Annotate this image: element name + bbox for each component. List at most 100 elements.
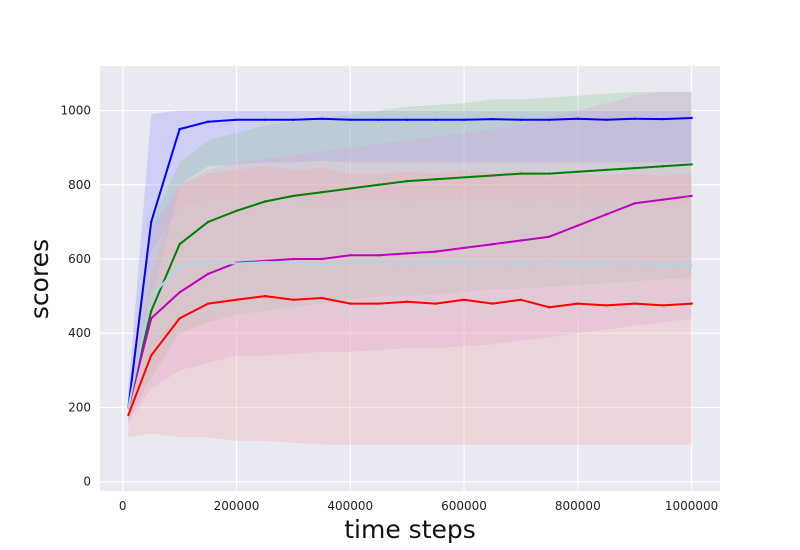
data-point: [127, 406, 130, 409]
data-point: [605, 213, 608, 216]
confidence-band-0: [128, 110, 692, 426]
y-tick-label: 800: [68, 178, 91, 192]
data-point: [349, 302, 352, 305]
data-point: [349, 254, 352, 257]
data-point: [661, 165, 665, 168]
data-point: [519, 118, 523, 122]
data-point: [633, 166, 636, 170]
data-point: [434, 302, 437, 305]
confidence-band-2: [128, 92, 692, 423]
data-point: [206, 120, 210, 123]
data-point: [661, 117, 665, 121]
data-point: [661, 263, 665, 266]
data-point: [661, 198, 665, 201]
data-point: [178, 127, 181, 131]
data-point: [605, 304, 608, 307]
data-point: [491, 302, 494, 305]
data-point: [178, 291, 181, 294]
data-point: [178, 317, 181, 320]
data-point: [320, 257, 323, 261]
x-tick-label: 1000000: [665, 499, 718, 513]
y-tick-label: 600: [68, 252, 91, 266]
x-tick-label: 400000: [327, 499, 373, 513]
data-point: [292, 261, 295, 264]
data-point: [434, 118, 437, 122]
data-point: [462, 246, 466, 250]
data-point: [292, 194, 295, 198]
data-point: [605, 168, 608, 172]
data-point: [406, 262, 409, 265]
data-point: [235, 118, 238, 122]
x-tick-label: 0: [119, 499, 127, 513]
data-point: [235, 209, 238, 212]
data-point: [519, 239, 523, 242]
data-point: [320, 117, 323, 120]
data-point: [434, 260, 437, 264]
data-point: [150, 317, 153, 320]
confidence-band-3: [128, 197, 692, 423]
y-tick-label: 400: [68, 326, 91, 340]
y-axis-ticks: 0 200 400 600 800 1000: [60, 104, 91, 489]
data-point: [206, 272, 210, 276]
data-point: [150, 309, 153, 313]
data-point: [263, 118, 267, 122]
data-point: [491, 117, 494, 121]
y-tick-label: 200: [68, 400, 91, 414]
data-point: [548, 261, 551, 264]
x-axis-ticks: 0 200000 400000 600000 800000 1000000: [119, 499, 718, 513]
data-point: [519, 172, 523, 175]
data-point: [235, 262, 238, 265]
data-point: [462, 261, 466, 264]
data-point: [320, 191, 323, 194]
data-point: [519, 262, 523, 265]
data-point: [377, 302, 380, 305]
confidence-bands: [128, 92, 692, 445]
data-point: [178, 265, 181, 268]
x-tick-label: 800000: [555, 499, 601, 513]
data-point: [349, 187, 352, 190]
data-point: [548, 235, 551, 238]
data-point: [377, 261, 380, 264]
x-tick-label: 200000: [214, 499, 260, 513]
data-point: [377, 183, 380, 186]
data-point: [633, 202, 636, 205]
data-point: [576, 263, 579, 266]
data-point: [576, 302, 579, 305]
data-point: [377, 254, 380, 257]
data-point: [661, 304, 665, 307]
data-point: [206, 220, 210, 224]
data-point: [690, 163, 693, 166]
data-point: [462, 176, 466, 179]
data-point: [690, 194, 693, 198]
data-point: [548, 172, 551, 175]
data-point: [434, 178, 437, 181]
data-point: [178, 243, 181, 246]
data-point: [491, 243, 494, 246]
data-point: [548, 118, 551, 122]
data-point: [576, 224, 579, 227]
data-point: [349, 261, 352, 264]
y-axis-label: scores: [25, 239, 54, 319]
data-point: [206, 261, 210, 264]
data-point: [406, 118, 409, 122]
data-point: [320, 296, 323, 300]
data-point: [548, 306, 551, 309]
y-tick-label: 0: [83, 475, 91, 489]
data-point: [462, 298, 466, 301]
data-point: [605, 118, 608, 122]
data-point: [263, 260, 267, 264]
data-point: [150, 294, 153, 298]
y-tick-label: 1000: [60, 104, 91, 118]
data-point: [462, 118, 466, 122]
data-point: [349, 118, 352, 122]
data-point: [633, 261, 636, 264]
data-point: [690, 116, 693, 120]
plot-area: [100, 66, 720, 491]
data-point: [519, 298, 523, 301]
data-point: [576, 117, 579, 120]
data-point: [320, 263, 323, 266]
data-point: [605, 262, 608, 265]
grid: [100, 66, 720, 491]
